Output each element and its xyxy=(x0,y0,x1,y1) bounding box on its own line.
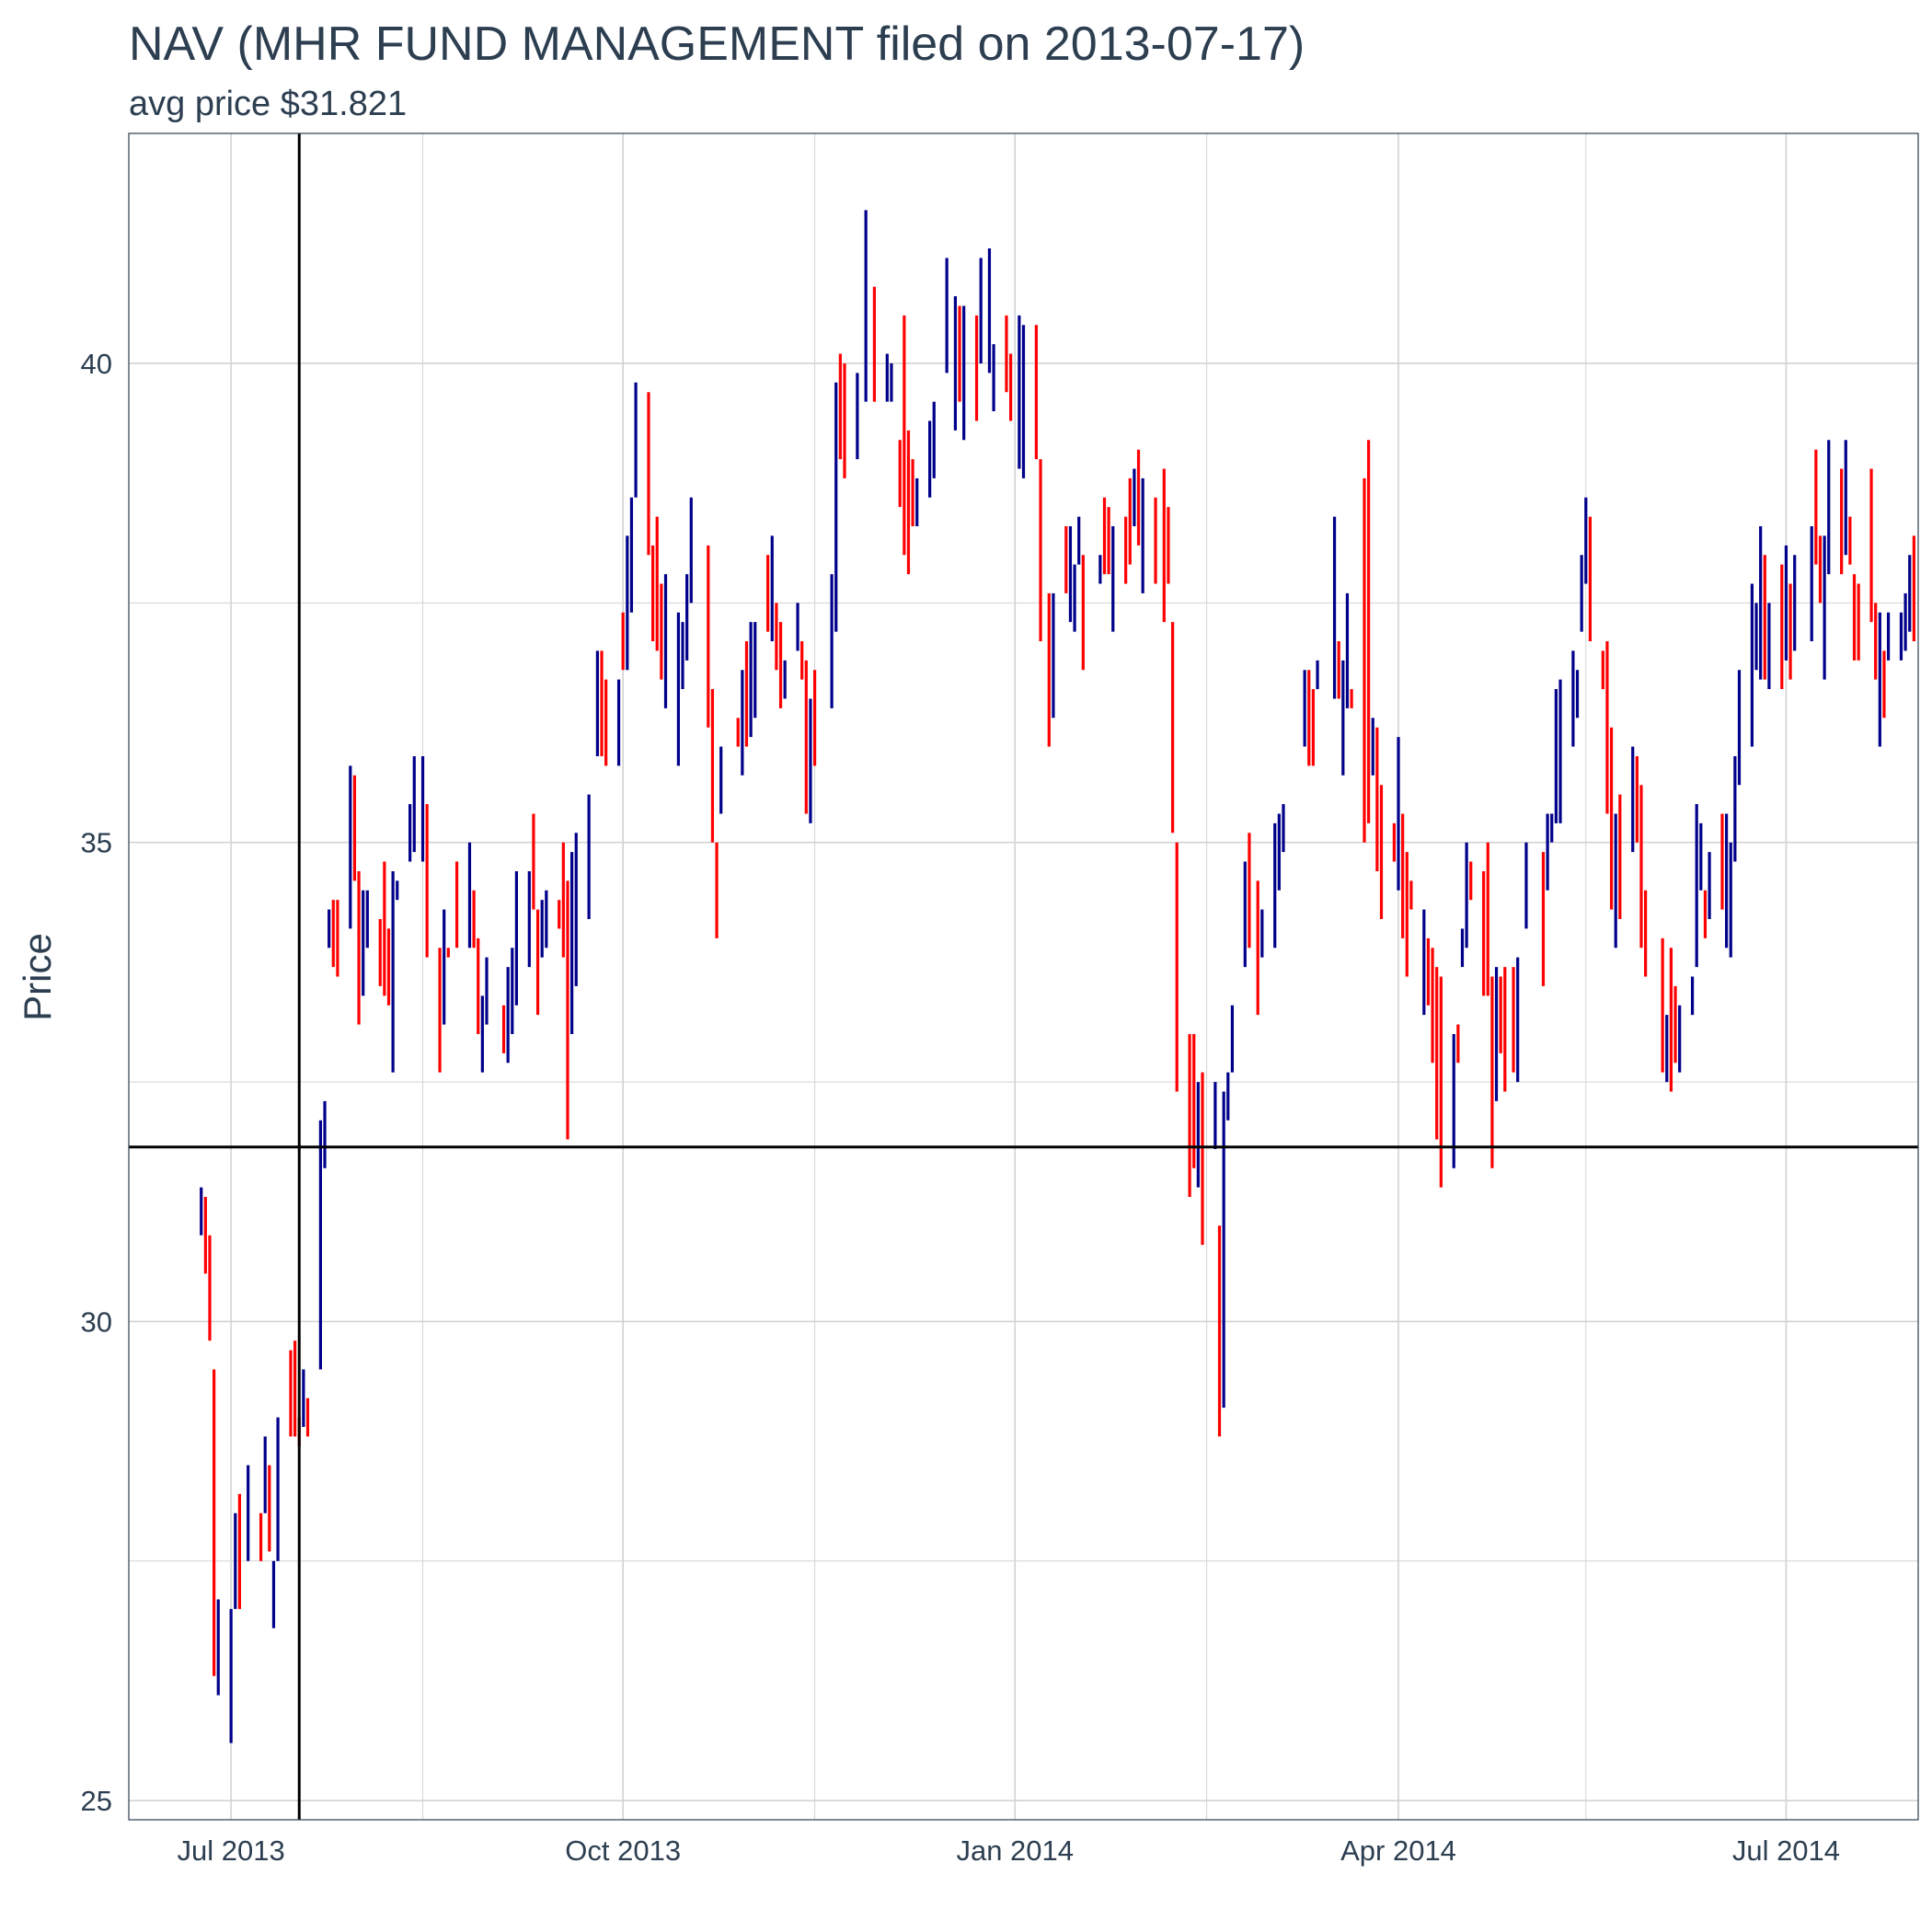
y-tick-label: 25 xyxy=(81,1785,112,1817)
y-tick-label: 35 xyxy=(81,827,112,859)
reference-lines xyxy=(129,133,1918,1820)
chart-title: NAV (MHR FUND MANAGEMENT filed on 2013-0… xyxy=(129,17,1305,71)
y-tick-label: 40 xyxy=(81,348,112,380)
chart-subtitle: avg price $31.821 xyxy=(129,85,408,123)
y-axis-title: Price xyxy=(16,933,59,1021)
x-tick-label: Oct 2013 xyxy=(565,1834,681,1867)
x-tick-label: Apr 2014 xyxy=(1340,1834,1456,1867)
x-tick-label: Jan 2014 xyxy=(956,1834,1074,1867)
x-tick-label: Jul 2014 xyxy=(1732,1834,1840,1867)
x-tick-label: Jul 2013 xyxy=(178,1834,285,1867)
y-tick-label: 30 xyxy=(81,1305,112,1338)
price-bars xyxy=(200,210,1915,1743)
plot-border xyxy=(128,132,1919,1821)
axes: 25 30 35 40 Jul 2013 Oct 2013 Jan 2014 Apr 2014… xyxy=(81,132,1919,1867)
